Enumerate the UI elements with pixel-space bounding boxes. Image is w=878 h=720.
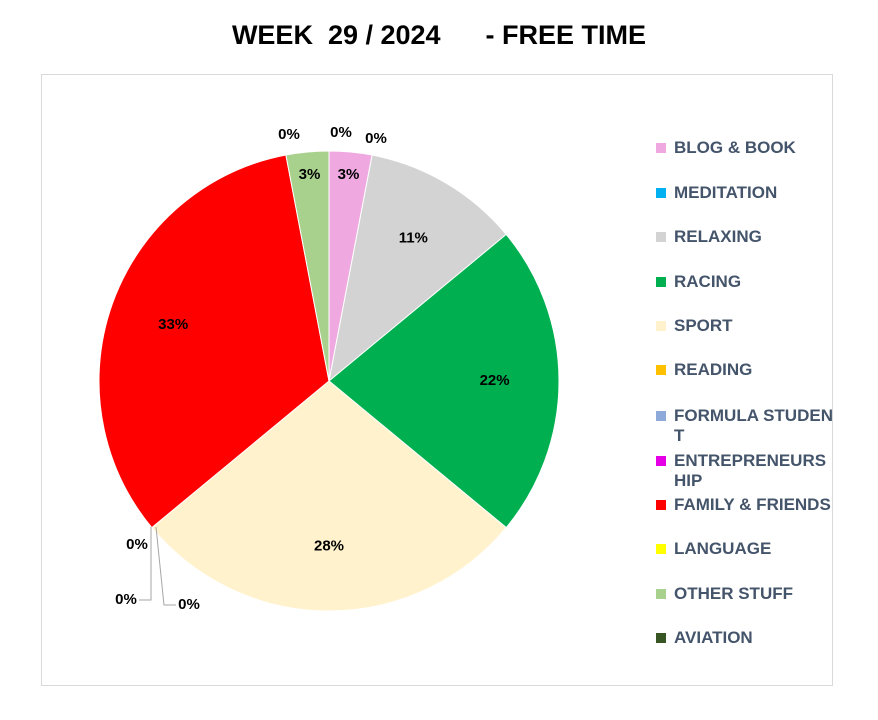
legend-item: OTHER STUFF	[656, 584, 834, 604]
legend-item: RACING	[656, 272, 834, 292]
pie-slice-sport	[151, 380, 507, 612]
legend-item: SPORT	[656, 316, 834, 336]
legend-item: READING	[656, 360, 834, 380]
data-label: 11%	[399, 229, 428, 246]
leader-line	[139, 527, 152, 601]
legend-item: FAMILY & FRIENDS	[656, 495, 834, 515]
data-label: 0%	[330, 124, 352, 141]
legend-swatch	[656, 232, 666, 242]
legend-item: LANGUAGE	[656, 539, 834, 559]
legend-item: RELAXING	[656, 227, 834, 247]
legend-label: FORMULA STUDENT	[674, 406, 833, 445]
legend-swatch	[656, 188, 666, 198]
legend-label: FAMILY & FRIENDS	[674, 495, 831, 514]
legend-swatch	[656, 589, 666, 599]
legend-swatch	[656, 633, 666, 643]
legend-item: AVIATION	[656, 628, 834, 648]
legend-label: AVIATION	[674, 628, 753, 647]
pie-slice-other-stuff	[285, 150, 330, 382]
legend-label: RACING	[674, 272, 742, 291]
leader-line	[155, 526, 176, 606]
data-label: 3%	[299, 166, 321, 183]
data-label: 22%	[480, 372, 510, 389]
data-label: 33%	[158, 316, 188, 333]
pie-slice-racing	[328, 233, 560, 529]
legend-swatch	[656, 365, 666, 375]
legend-swatch	[656, 321, 666, 331]
data-label: 0%	[115, 591, 137, 608]
legend-label: READING	[674, 360, 753, 379]
data-label: 0%	[126, 536, 148, 553]
data-label: 3%	[338, 166, 360, 183]
legend-label: LANGUAGE	[674, 539, 772, 558]
pie-slice-family-friends	[98, 154, 330, 529]
legend-label: BLOG & BOOK	[674, 138, 796, 157]
legend-swatch	[656, 277, 666, 287]
data-label: 0%	[178, 596, 200, 613]
legend-swatch	[656, 143, 666, 153]
legend-swatch	[656, 456, 666, 466]
legend-label: SPORT	[674, 316, 733, 335]
legend-label: ENTREPRENEURSHIP	[674, 451, 827, 490]
legend-label: MEDITATION	[674, 183, 778, 202]
legend-item: ENTREPRENEURSHIP	[656, 451, 834, 491]
data-label: 28%	[314, 538, 344, 555]
pie-slice-relaxing	[328, 154, 507, 383]
legend-swatch	[656, 544, 666, 554]
legend-item: MEDITATION	[656, 183, 834, 203]
data-label: 0%	[278, 126, 300, 143]
legend-swatch	[656, 411, 666, 421]
legend-swatch	[656, 500, 666, 510]
chart-area	[41, 74, 833, 686]
legend-label: RELAXING	[674, 227, 762, 246]
legend-item: BLOG & BOOK	[656, 138, 834, 158]
legend-item: FORMULA STUDENT	[656, 406, 834, 446]
chart-title: WEEK 29 / 2024 - FREE TIME	[231, 20, 647, 50]
data-label: 0%	[365, 130, 387, 147]
legend-label: OTHER STUFF	[674, 584, 793, 603]
